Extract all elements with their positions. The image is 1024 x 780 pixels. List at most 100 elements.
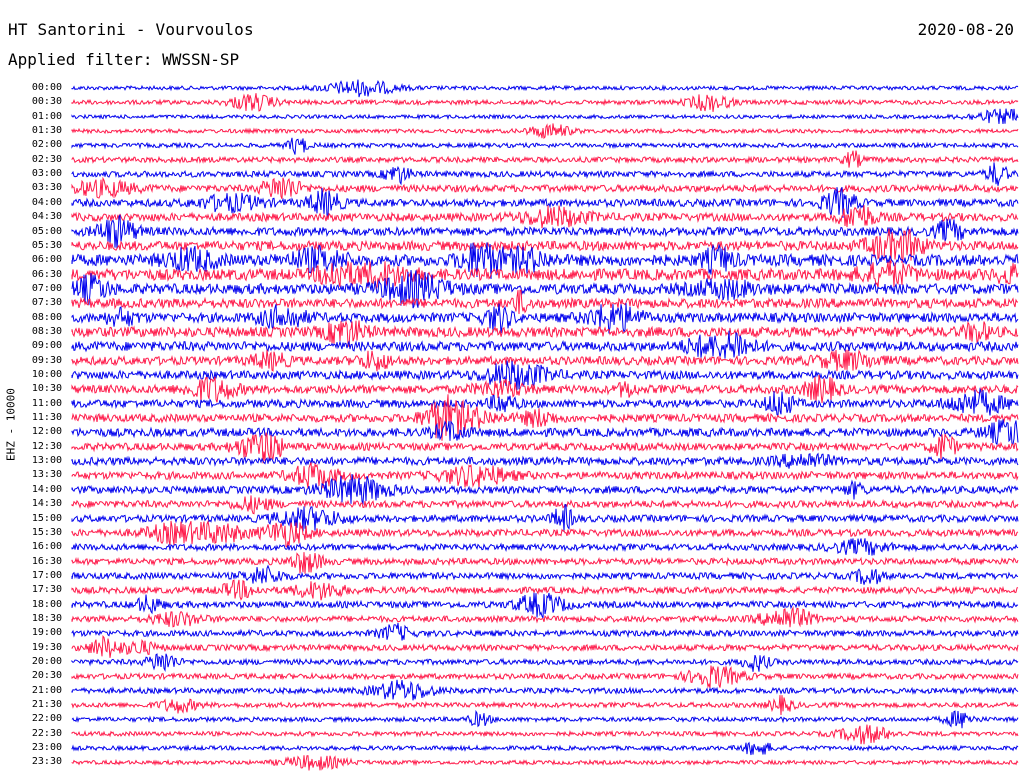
time-label: 23:30 <box>31 756 62 768</box>
time-label: 21:00 <box>31 684 62 696</box>
time-label: 18:30 <box>31 612 62 624</box>
trace-line <box>71 79 1019 98</box>
trace-line <box>71 205 1019 229</box>
time-label: 02:30 <box>31 153 62 165</box>
trace-line <box>71 186 1019 218</box>
time-label: 08:30 <box>31 325 62 337</box>
time-label: 11:30 <box>31 412 62 424</box>
time-label: 07:00 <box>31 282 62 294</box>
trace-line <box>71 605 1019 628</box>
trace-line <box>71 419 1019 446</box>
time-label: 15:00 <box>31 512 62 524</box>
time-label: 04:00 <box>31 196 62 208</box>
trace-line <box>71 387 1019 417</box>
time-label: 05:00 <box>31 225 62 237</box>
trace-line <box>71 622 1019 641</box>
trace-line <box>71 162 1019 186</box>
time-label: 00:30 <box>31 96 62 108</box>
trace-line <box>71 394 1019 441</box>
time-label: 12:30 <box>31 440 62 452</box>
time-label: 21:30 <box>31 699 62 711</box>
trace-line <box>71 709 1019 729</box>
time-label: 20:00 <box>31 656 62 667</box>
trace-line <box>71 242 1019 280</box>
time-label: 03:30 <box>31 182 62 194</box>
time-label: 15:30 <box>31 526 62 538</box>
trace-line <box>71 519 1019 548</box>
trace-line <box>71 270 1019 309</box>
time-label: 08:00 <box>31 311 62 323</box>
trace-line <box>71 289 1019 315</box>
trace-line <box>71 123 1019 140</box>
time-label: 19:30 <box>31 641 62 653</box>
trace-line <box>71 462 1019 489</box>
trace-line <box>71 741 1019 756</box>
trace-line <box>71 360 1019 391</box>
time-label: 17:30 <box>31 584 62 596</box>
time-label: 23:00 <box>31 742 62 754</box>
time-label: 07:30 <box>31 297 62 309</box>
trace-line <box>71 303 1019 334</box>
trace-line <box>71 349 1019 372</box>
time-label: 05:30 <box>31 239 62 251</box>
trace-line <box>71 137 1019 155</box>
trace-line <box>71 452 1019 469</box>
trace-line <box>71 432 1019 464</box>
time-label: 13:30 <box>31 469 62 481</box>
trace-line <box>71 579 1019 601</box>
trace-line <box>71 538 1019 556</box>
trace-line <box>71 592 1019 620</box>
trace-line <box>71 695 1019 716</box>
time-label: 19:00 <box>31 627 62 639</box>
trace-line <box>71 228 1019 264</box>
trace-line <box>71 474 1019 506</box>
time-label: 10:00 <box>31 369 62 380</box>
time-label: 22:00 <box>31 713 62 725</box>
time-label: 11:00 <box>31 397 62 409</box>
time-label: 09:30 <box>31 354 62 366</box>
date-label: 2020-08-20 <box>917 20 1014 39</box>
time-label: 04:30 <box>31 211 62 223</box>
time-label: 03:00 <box>31 168 62 180</box>
time-label: 18:00 <box>31 598 62 610</box>
time-label: 02:00 <box>31 139 62 151</box>
time-label: 00:00 <box>31 82 62 93</box>
trace-line <box>71 634 1019 658</box>
time-label: 06:30 <box>31 268 62 280</box>
trace-line <box>71 176 1019 199</box>
trace-line <box>71 665 1019 689</box>
time-label: 06:00 <box>31 254 62 266</box>
trace-line <box>71 319 1019 348</box>
trace-line <box>71 724 1019 745</box>
trace-line <box>71 93 1019 112</box>
trace-line <box>71 330 1019 359</box>
time-label: 01:00 <box>31 110 62 122</box>
trace-line <box>71 755 1019 771</box>
trace-line <box>71 374 1019 404</box>
time-label: 09:00 <box>31 340 62 352</box>
trace-line <box>71 552 1019 574</box>
trace-line <box>71 214 1019 249</box>
time-label: 12:00 <box>31 426 62 438</box>
trace-line <box>71 564 1019 585</box>
time-label: 14:30 <box>31 498 62 510</box>
time-label: 17:00 <box>31 569 62 581</box>
trace-line <box>71 503 1019 532</box>
time-label: 14:00 <box>31 483 62 495</box>
trace-line <box>71 260 1019 290</box>
trace-line <box>71 653 1019 672</box>
time-label: 16:30 <box>31 555 62 567</box>
trace-line <box>71 679 1019 701</box>
time-label: 16:00 <box>31 541 62 553</box>
time-label: 13:00 <box>31 455 62 467</box>
time-label: 10:30 <box>31 383 62 395</box>
time-label: 22:30 <box>31 727 62 739</box>
trace-line <box>71 150 1019 168</box>
time-label: 01:30 <box>31 125 62 137</box>
station-title: HT Santorini - Vourvoulos <box>8 20 254 39</box>
time-label: 20:30 <box>31 670 62 682</box>
trace-line <box>71 108 1019 125</box>
trace-line <box>71 495 1019 515</box>
filter-label: Applied filter: WWSSN-SP <box>8 50 240 69</box>
